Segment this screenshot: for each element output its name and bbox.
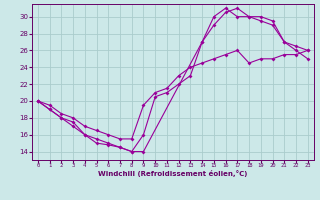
X-axis label: Windchill (Refroidissement éolien,°C): Windchill (Refroidissement éolien,°C) xyxy=(98,170,247,177)
